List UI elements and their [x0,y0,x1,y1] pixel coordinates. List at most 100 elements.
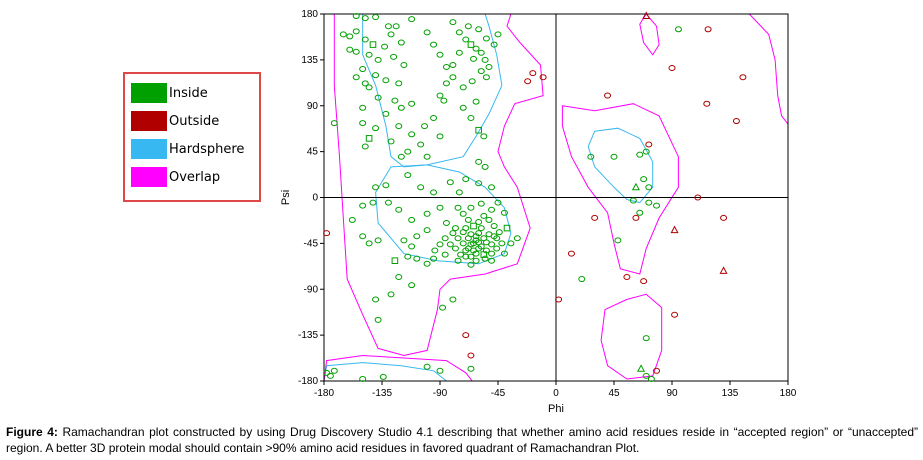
point-inside [507,240,515,247]
x-tick-label: -135 [372,388,392,399]
point-overlap [653,202,661,209]
point-inside [467,114,475,121]
point-inside [475,26,483,33]
point-outside [703,100,711,107]
point-hardsphere [587,153,595,160]
point-inside [374,316,382,323]
point-outside [732,118,740,125]
point-inside [480,212,488,219]
point-inside [477,200,485,207]
point-inside [359,104,367,111]
point-inside [423,363,431,370]
point-inside [365,240,373,247]
point-inside [459,104,467,111]
point-outside [591,214,599,221]
legend-swatch-inside [131,83,167,103]
point-inside [459,229,467,236]
point-inside [352,28,360,35]
x-tick-label: -90 [433,388,448,399]
point-inside [462,253,470,260]
point-inside [477,225,485,232]
y-tick-label: 180 [301,9,318,20]
point-outside [555,296,563,303]
point-inside [467,261,475,268]
plot-axes: -180 -135 -90 -45 0 45 90 135 180 -180 -135 -90 -45 0… [298,9,797,399]
point-outside [704,26,712,33]
point-inside [395,206,403,213]
point-overlap [629,197,637,204]
point-outside [604,92,612,99]
point-inside [413,255,421,262]
legend-item-hardsphere: Hardsphere [131,138,244,160]
point-outside [694,194,702,201]
point-inside [467,241,475,248]
y-tick-label: 135 [301,55,318,66]
point-inside [472,257,480,264]
point-inside [365,51,373,58]
legend-label-hardsphere: Hardsphere [169,141,245,157]
point-overlap [642,148,650,155]
point-inside [488,257,496,264]
point-inside [442,64,450,71]
hardsphere-contour-upper [362,13,503,168]
point-inside [493,245,501,252]
point-inside [498,240,506,247]
point-inside [374,94,382,101]
point-inside [480,133,488,140]
legend-item-outside: Outside [131,110,219,132]
point-inside [384,23,392,30]
point-inside [500,250,508,257]
point-inside [462,36,470,43]
y-tick-label: -180 [298,376,318,387]
point-inside [397,153,405,160]
point-overlap [614,237,622,244]
x-tick-label: 180 [780,388,797,399]
point-inside [408,131,416,138]
point-inside [379,373,387,380]
point-inside [481,255,489,262]
point-inside [475,218,483,225]
point-outside [640,278,648,285]
point-outside [323,230,331,237]
point-inside [490,41,498,48]
point-inside [374,56,382,63]
point-inside [475,239,483,246]
point-inside [382,182,390,189]
point-inside [485,64,493,71]
point-inside [455,29,463,36]
point-inside [382,110,390,117]
point-inside [459,84,467,91]
point-inside [404,148,412,155]
hardsphere-contour-right [587,127,654,204]
point-inside [430,189,438,196]
y-tick-label: -45 [304,238,319,249]
point-inside [372,125,380,132]
point-overlap [640,176,648,183]
point-inside [451,225,459,232]
point-inside [361,80,369,87]
x-tick-label: 90 [666,388,678,399]
legend: Inside Outside Hardsphere Overlap [123,72,261,202]
point-inside [397,104,405,111]
legend-item-inside: Inside [131,82,208,104]
y-tick-label: 0 [312,193,318,204]
point-inside [470,55,478,62]
point-inside [488,206,496,213]
point-outside [642,11,651,20]
point-inside [397,39,405,46]
region-contours [323,13,789,382]
figure-caption: Figure 4: Ramachandran plot constructed … [6,424,918,456]
y-tick-label: -90 [304,284,319,295]
point-hardsphere [481,163,489,170]
point-inside [472,45,480,52]
point-inside [430,255,438,262]
point-inside [462,176,470,183]
point-overlap [637,364,646,372]
point-inside [390,53,398,60]
point-inside [352,13,360,20]
point-inside [430,41,438,48]
caption-label: Figure 4: [6,425,58,439]
point-inside [472,233,480,240]
overlap-contour-right [561,103,679,275]
point-inside [503,224,511,232]
